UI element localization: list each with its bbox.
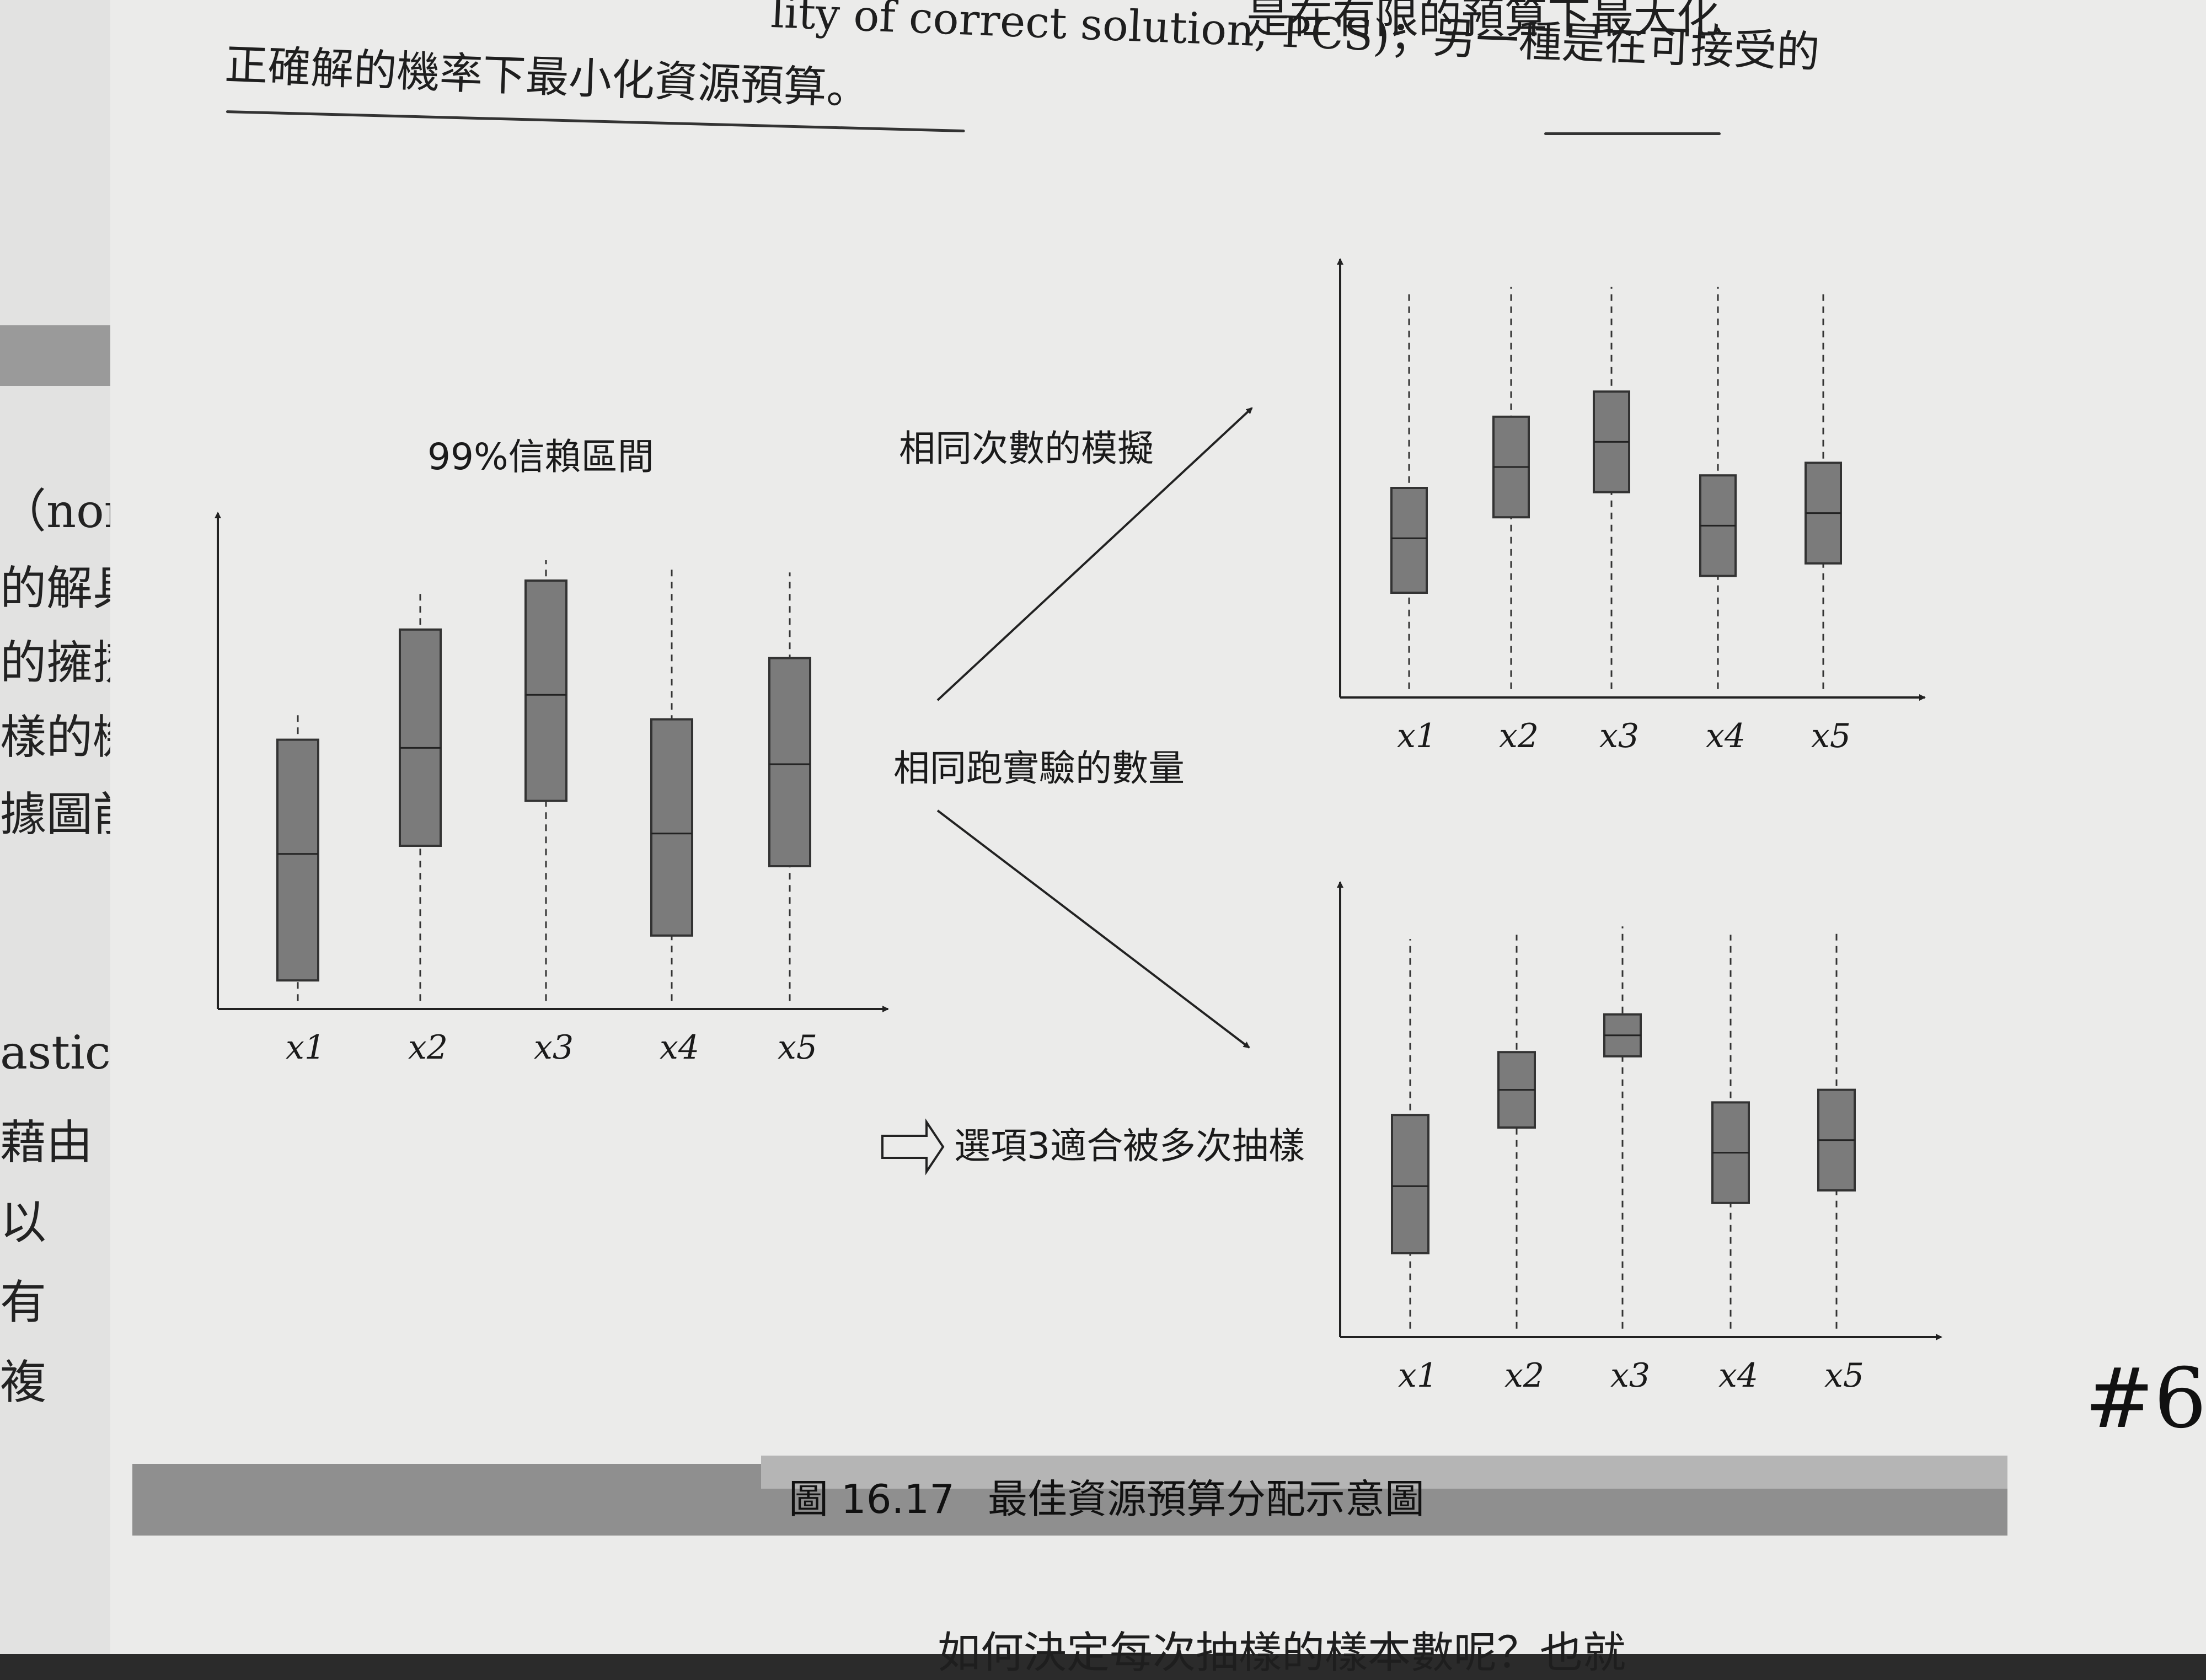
- x-tick-label: x1: [286, 1028, 325, 1067]
- x-tick-label: x5: [1824, 1356, 1864, 1395]
- x-tick-label: x3: [1599, 717, 1639, 755]
- body-text-line: 是在有限的預算下最大化: [1246, 0, 1720, 43]
- arrow-to-bottom-chart: [936, 809, 1250, 1049]
- x-tick-label: x4: [660, 1028, 699, 1067]
- left-page-text: 藉由: [0, 1115, 93, 1169]
- x-tick-label: x4: [1706, 717, 1745, 755]
- box-mark: [650, 718, 693, 937]
- hollow-arrow-icon: [881, 1118, 945, 1176]
- left-chart-title: 99%信賴區間: [427, 436, 654, 478]
- x-tick-label: x4: [1718, 1356, 1758, 1395]
- x-tick-label: x3: [534, 1028, 574, 1067]
- x-tick-label: x1: [1397, 717, 1437, 755]
- left-page-text: 據圖前: [0, 787, 127, 841]
- pen-underline: [1544, 132, 1721, 135]
- box-mark: [1390, 487, 1428, 594]
- left-page-text: astic: [0, 1026, 111, 1080]
- x-tick-label: x5: [778, 1028, 817, 1067]
- left-page-text: 樣的機: [0, 710, 127, 764]
- x-tick-label: x5: [1811, 717, 1851, 755]
- box-mark: [768, 657, 811, 867]
- caption-number: 圖 16.17: [789, 1476, 955, 1522]
- left-page-gray-bar: [0, 325, 127, 386]
- equal-experiment-chart: x1 x2 x3 x4 x5: [1337, 881, 1942, 1395]
- arrow-to-top-chart: [936, 407, 1253, 701]
- x-tick-label: x2: [1504, 1356, 1544, 1395]
- figure-caption: 圖 16.17 最佳資源預算分配示意圖: [789, 1467, 1425, 1525]
- left-facing-page: （non- 的解具 的擁擠 樣的機 據圖前 astic 藉由 以 有 複: [0, 0, 127, 1654]
- left-page-text: 複: [0, 1355, 47, 1409]
- caption-bar-highlight: [761, 1456, 2007, 1489]
- x-tick-label: x2: [408, 1028, 448, 1067]
- left-page-text: 的擁擠: [0, 636, 127, 690]
- box-mark: [276, 738, 319, 982]
- arrow-label-middle: 相同跑實驗的數量: [893, 747, 1185, 790]
- box-mark: [524, 579, 567, 802]
- x-tick-label: x1: [1398, 1356, 1438, 1395]
- left-page-text: 有: [0, 1275, 47, 1329]
- box-mark: [399, 628, 442, 847]
- box-mark: [1391, 1114, 1429, 1254]
- arrow-label-top: 相同次數的模擬: [899, 427, 1154, 470]
- caption-text: 最佳資源預算分配示意圖: [988, 1476, 1425, 1522]
- x-tick-label: x2: [1499, 717, 1539, 755]
- left-page-text: 以: [0, 1195, 47, 1249]
- left-page-text: （non-: [0, 484, 127, 538]
- equal-simulation-chart: x1 x2 x3 x4 x5: [1337, 258, 1926, 755]
- left-page-text: 的解具: [0, 561, 127, 615]
- handwritten-note: #6: [2085, 1351, 2206, 1447]
- x-tick-label: x3: [1610, 1356, 1650, 1395]
- book-page: [110, 0, 2206, 1654]
- body-text-line: 如何決定每次抽樣的樣本數呢？也就: [938, 1628, 1626, 1678]
- confidence-interval-chart: x1 x2 x3 x4 x5: [215, 512, 889, 1067]
- conclusion-label: 選項3適合被多次抽樣: [954, 1125, 1305, 1167]
